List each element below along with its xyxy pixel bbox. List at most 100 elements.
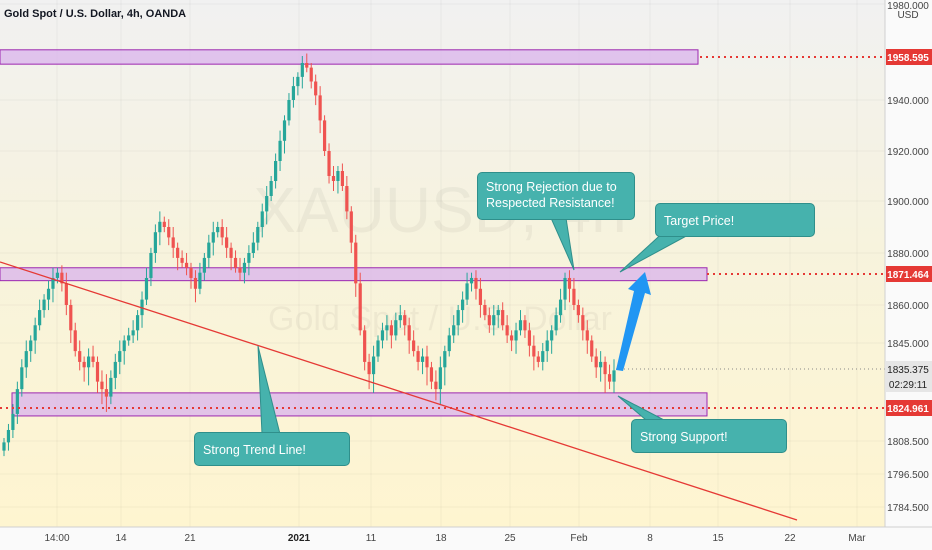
- time-tick-label: 11: [366, 533, 377, 544]
- candle-body: [42, 299, 46, 311]
- callout-rejection[interactable]: Strong Rejection due to Respected Resist…: [477, 172, 635, 220]
- candle-body: [567, 277, 572, 289]
- target-arrow: [616, 272, 651, 371]
- time-tick-label: 2021: [288, 533, 311, 544]
- candle-body: [563, 277, 567, 300]
- symbol-title[interactable]: Gold Spot / U.S. Dollar, 4h, OANDA: [4, 8, 187, 20]
- candle-body: [109, 377, 113, 397]
- candle-body: [545, 340, 549, 352]
- time-tick-label: 14: [115, 533, 127, 544]
- candle-body: [282, 120, 287, 141]
- candle-body: [483, 305, 487, 316]
- candle-body: [496, 310, 500, 316]
- candle-body: [474, 277, 478, 289]
- candle-body: [429, 367, 434, 382]
- callout-trend-line[interactable]: Strong Trend Line!: [194, 432, 350, 466]
- price-label: 02:29:11: [889, 380, 928, 391]
- candle-body: [363, 330, 367, 362]
- candle-body: [398, 315, 402, 321]
- time-tick-label: 21: [184, 533, 196, 544]
- price-label: 1835.375: [887, 365, 929, 376]
- callout-target[interactable]: Target Price!: [655, 203, 815, 237]
- candle-body: [420, 356, 425, 362]
- candle-body: [536, 356, 540, 362]
- candle-body: [376, 340, 380, 357]
- price-label: 1871.464: [887, 270, 929, 281]
- zone-resistance-top: [0, 49, 699, 65]
- callout-pointers: [257, 217, 692, 435]
- candle-body: [492, 315, 496, 326]
- candle-body: [594, 356, 598, 368]
- candle-body: [523, 320, 527, 331]
- candle-body: [211, 232, 215, 243]
- price-tick-label: 1808.500: [887, 437, 929, 448]
- candle-body: [349, 211, 353, 243]
- candle-body: [278, 140, 282, 161]
- candle-body: [149, 253, 153, 278]
- zone-resistance-mid: [0, 267, 708, 282]
- candle-body: [607, 374, 612, 382]
- price-tick-label: 1880.000: [887, 249, 929, 260]
- candle-body: [113, 361, 117, 378]
- candle-body: [78, 351, 82, 362]
- time-tick-label: Mar: [848, 533, 866, 544]
- price-tick-label: 1940.000: [887, 96, 929, 107]
- candle-body: [242, 262, 247, 273]
- price-label-bg: [886, 361, 932, 377]
- candle-body: [20, 367, 24, 390]
- candle-body: [220, 227, 224, 238]
- candle-body: [73, 330, 77, 352]
- callout-target-text: Target Price!: [664, 214, 735, 228]
- candle-body: [509, 335, 514, 341]
- price-tick-label: 1980.000: [887, 1, 929, 12]
- candle-body: [318, 95, 322, 121]
- price-tick-label: 1784.500: [887, 503, 929, 514]
- callout-rejection-text: Strong Rejection due to Respected Resist…: [486, 180, 617, 210]
- candle-body: [33, 325, 37, 341]
- price-axis-unit: USD: [897, 10, 918, 21]
- price-tick-label: 1796.500: [887, 470, 929, 481]
- trend-line-group: [0, 261, 798, 521]
- candle-body: [189, 267, 193, 278]
- candle-body: [336, 171, 340, 181]
- candle-body: [554, 315, 558, 331]
- candle-body: [184, 262, 189, 268]
- candle-body: [176, 247, 180, 258]
- candle-body: [514, 330, 518, 341]
- candle-body: [550, 330, 554, 341]
- candle-body: [198, 272, 202, 289]
- candle-body: [171, 237, 175, 248]
- candle-body: [603, 361, 607, 375]
- candle-body: [229, 247, 233, 258]
- candle-body: [367, 361, 371, 375]
- candle-body: [256, 227, 260, 243]
- candle-body: [501, 310, 505, 326]
- candle-body: [425, 356, 429, 368]
- candle-body: [527, 330, 532, 346]
- candle-body: [354, 242, 358, 284]
- price-tick-label: 1845.000: [887, 339, 929, 350]
- candle-body: [104, 389, 109, 397]
- price-label: 1958.595: [887, 53, 929, 64]
- callout-support[interactable]: Strong Support!: [631, 419, 787, 453]
- candle-body: [60, 272, 64, 284]
- time-axis: 14:00 14 21 2021 11 18 25 Feb 8 15 22 Mar: [0, 526, 932, 550]
- candle-body: [518, 320, 523, 331]
- candle-body: [541, 351, 545, 362]
- candle-body: [207, 242, 211, 258]
- candle-body: [158, 221, 162, 233]
- candle-body: [416, 351, 420, 362]
- zone-support: [11, 392, 708, 417]
- candle-body: [487, 315, 491, 326]
- candle-body: [135, 315, 140, 331]
- candle-body: [225, 237, 229, 248]
- candle-body: [331, 176, 336, 181]
- zones: [0, 49, 708, 417]
- candle-body: [51, 277, 55, 289]
- time-tick-label: Feb: [570, 533, 588, 544]
- price-tick-label: 1920.000: [887, 147, 929, 158]
- candle-body: [599, 361, 603, 368]
- candle-body: [162, 221, 166, 227]
